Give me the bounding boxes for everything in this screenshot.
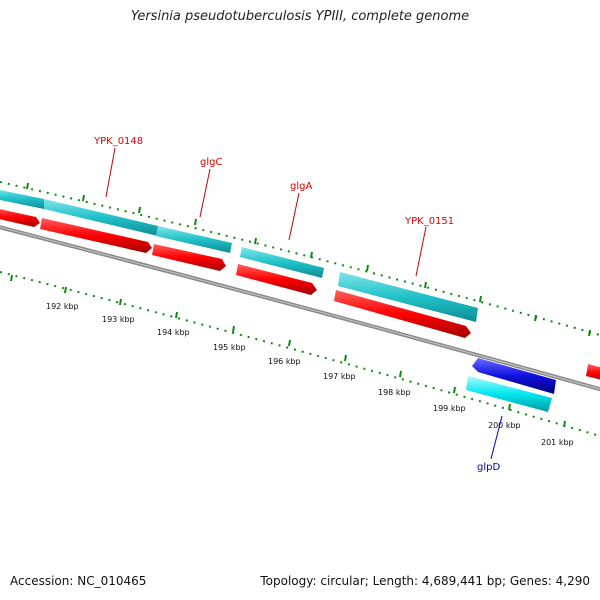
cds-reverse-1[interactable]	[0, 207, 40, 227]
cds-glpd-cyan[interactable]	[466, 376, 552, 412]
scale-label-193: 193 kbp	[102, 315, 135, 324]
cds-forward-ypk0151[interactable]	[338, 272, 478, 322]
scale-label-201: 201 kbp	[541, 438, 574, 447]
cds-reverse-3[interactable]	[152, 244, 226, 271]
reverse-genes	[0, 207, 600, 382]
gene-label-ypk0151[interactable]: YPK_0151	[404, 216, 454, 227]
scale-label-192: 192 kbp	[46, 302, 79, 311]
cds-forward-ypk0148[interactable]	[44, 199, 158, 236]
gene-labels: YPK_0148 glgC glgA YPK_0151 glpD	[93, 136, 503, 473]
cds-forward-glgc[interactable]	[156, 226, 232, 253]
inner-tick-ring	[0, 271, 600, 437]
scale-label-194: 194 kbp	[157, 328, 190, 337]
cds-glpd-blue[interactable]	[472, 358, 556, 394]
gene-label-glgc[interactable]: glgC	[200, 157, 222, 168]
scale-label-198: 198 kbp	[378, 388, 411, 397]
cds-reverse-4[interactable]	[236, 264, 317, 295]
scale-label-195: 195 kbp	[213, 343, 246, 352]
genome-summary-text: Topology: circular; Length: 4,689,441 bp…	[260, 574, 590, 588]
gene-label-glga[interactable]: glgA	[290, 181, 312, 192]
scale-label-196: 196 kbp	[268, 357, 301, 366]
scale-label-200: 200 kbp	[488, 421, 521, 430]
cds-reverse-5[interactable]	[334, 290, 471, 338]
cds-forward-1[interactable]	[0, 188, 44, 209]
outer-tick-ring	[0, 181, 600, 337]
scale-labels: 192 kbp 193 kbp 194 kbp 195 kbp 196 kbp …	[46, 302, 574, 447]
forward-genes	[0, 188, 478, 322]
gene-label-ypk0148[interactable]: YPK_0148	[93, 136, 143, 147]
scale-label-197: 197 kbp	[323, 372, 356, 381]
gene-label-glpd[interactable]: glpD	[477, 462, 500, 473]
genome-title: Yersinia pseudotuberculosis YPIII, compl…	[130, 9, 470, 24]
cds-reverse-6[interactable]	[586, 364, 600, 382]
cds-forward-glga[interactable]	[240, 247, 324, 278]
scale-label-199: 199 kbp	[433, 404, 466, 413]
cds-reverse-2[interactable]	[40, 218, 152, 253]
accession-text: Accession: NC_010465	[10, 574, 147, 588]
